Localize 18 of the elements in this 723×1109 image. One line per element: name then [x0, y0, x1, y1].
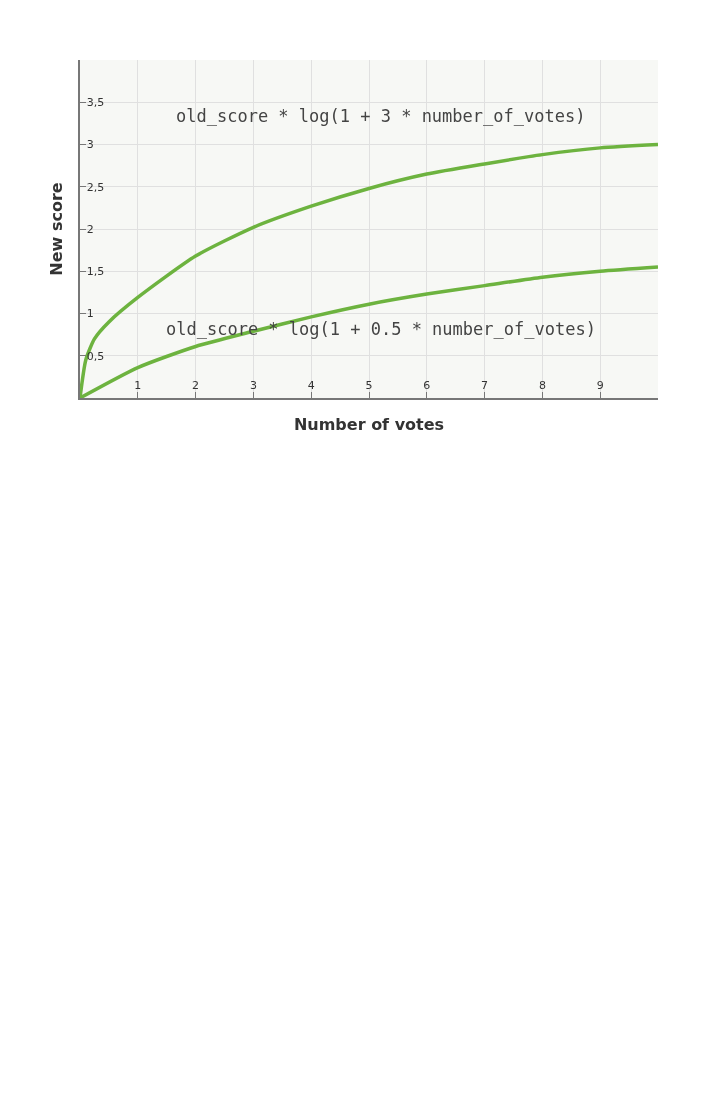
y-axis-title: New score — [47, 182, 67, 276]
y-tick-label: 1,5 — [86, 265, 105, 279]
y-tick-label: 1 — [86, 307, 94, 321]
x-tick-label: 3 — [249, 379, 257, 392]
x-tick-label: 8 — [538, 379, 546, 392]
y-tick-label: 2 — [86, 222, 94, 236]
x-tick-label: 1 — [134, 379, 142, 392]
x-tick-label: 2 — [192, 379, 200, 392]
y-tick-label: 2,5 — [86, 180, 105, 194]
x-tick-label: 7 — [481, 379, 489, 392]
x-tick-label: 6 — [423, 379, 431, 392]
x-tick-label: 5 — [365, 379, 373, 392]
x-tick-label: 4 — [307, 379, 315, 392]
y-tick-label: 3,5 — [86, 96, 105, 110]
y-tick-label: 3 — [86, 138, 94, 152]
x-axis-title: Number of votes — [293, 415, 445, 435]
x-tick-label: 9 — [596, 379, 604, 392]
series-label: old_score * log(1 + 3 * number_of_votes) — [176, 106, 586, 126]
